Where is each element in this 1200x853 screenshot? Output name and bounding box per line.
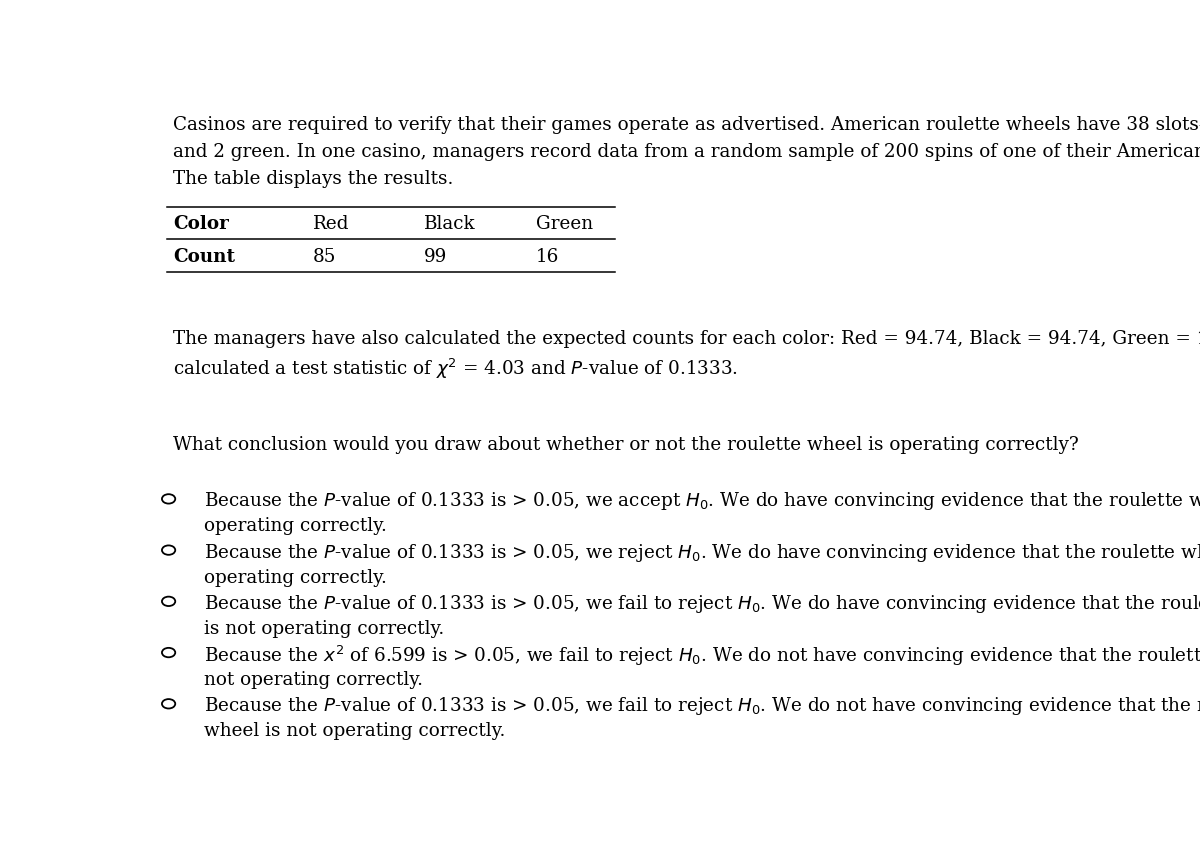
Text: not operating correctly.: not operating correctly.: [204, 670, 422, 688]
Text: Black: Black: [425, 215, 476, 233]
Text: What conclusion would you draw about whether or not the roulette wheel is operat: What conclusion would you draw about whe…: [173, 436, 1079, 454]
Text: operating correctly.: operating correctly.: [204, 568, 386, 586]
Text: Because the $x^2$ of 6.599 is > 0.05, we fail to reject $H_0$. We do not have co: Because the $x^2$ of 6.599 is > 0.05, we…: [204, 643, 1200, 667]
Text: Because the $P$-value of 0.1333 is > 0.05, we fail to reject $H_0$. We do not ha: Because the $P$-value of 0.1333 is > 0.0…: [204, 694, 1200, 717]
Text: wheel is not operating correctly.: wheel is not operating correctly.: [204, 722, 505, 740]
Text: operating correctly.: operating correctly.: [204, 517, 386, 535]
Text: Because the $P$-value of 0.1333 is > 0.05, we reject $H_0$. We do have convincin: Because the $P$-value of 0.1333 is > 0.0…: [204, 541, 1200, 563]
Text: is not operating correctly.: is not operating correctly.: [204, 619, 444, 637]
Text: The table displays the results.: The table displays the results.: [173, 170, 454, 188]
Text: Because the $P$-value of 0.1333 is > 0.05, we fail to reject $H_0$. We do have c: Because the $P$-value of 0.1333 is > 0.0…: [204, 592, 1200, 614]
Text: and 2 green. In one casino, managers record data from a random sample of 200 spi: and 2 green. In one casino, managers rec…: [173, 142, 1200, 160]
Text: Green: Green: [536, 215, 593, 233]
Text: The managers have also calculated the expected counts for each color: Red = 94.7: The managers have also calculated the ex…: [173, 329, 1200, 347]
Text: Count: Count: [173, 248, 235, 266]
Text: Casinos are required to verify that their games operate as advertised. American : Casinos are required to verify that thei…: [173, 115, 1200, 133]
Text: 16: 16: [536, 248, 559, 266]
Text: 99: 99: [425, 248, 448, 266]
Text: calculated a test statistic of $\chi^2$ = 4.03 and $P$-value of 0.1333.: calculated a test statistic of $\chi^2$ …: [173, 357, 738, 380]
Text: 85: 85: [313, 248, 336, 266]
Text: Red: Red: [313, 215, 349, 233]
Text: Because the $P$-value of 0.1333 is > 0.05, we accept $H_0$. We do have convincin: Because the $P$-value of 0.1333 is > 0.0…: [204, 490, 1200, 512]
Text: Color: Color: [173, 215, 229, 233]
